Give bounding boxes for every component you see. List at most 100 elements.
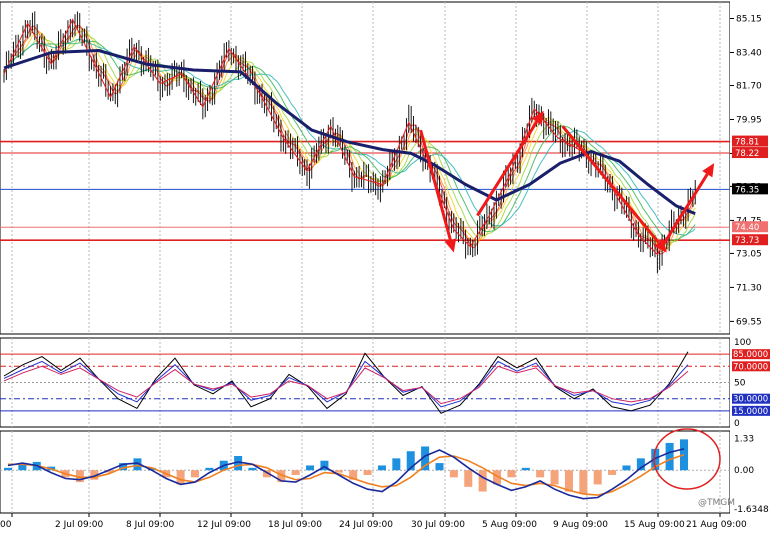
x-tick-label: 24 Jul 09:00: [339, 520, 393, 530]
x-tick-label: 15 Aug 09:00: [624, 520, 685, 530]
macd-histogram-bar: [636, 458, 645, 471]
macd-histogram-bar: [4, 467, 12, 471]
macd-histogram-bar: [190, 470, 199, 478]
macd-tick-label: 0.00: [734, 466, 754, 476]
macd-histogram-bar: [449, 470, 458, 478]
macd-histogram-bar: [90, 470, 99, 480]
y-tick-label: 73.05: [736, 249, 762, 259]
macd-histogram-bar: [680, 439, 688, 471]
osc-level-badge-bg: [732, 393, 770, 404]
macd-histogram-bar: [248, 467, 257, 471]
axis-background: [730, 0, 770, 535]
macd-histogram-bar: [478, 470, 487, 492]
x-tick-label: 2 Jul 09:00: [55, 520, 104, 530]
macd-line: [7, 448, 685, 500]
y-tick-label: 71.30: [736, 283, 762, 293]
macd-histogram-bar: [507, 470, 516, 478]
macd-histogram-bar: [306, 465, 315, 471]
macd-signal-line: [8, 454, 685, 496]
macd-histogram-bar: [550, 470, 559, 485]
y-tick-label: 81.70: [736, 81, 762, 91]
highlight-circle: [653, 428, 721, 490]
osc-level-badge: 15.0000: [732, 405, 770, 417]
macd-histogram-bar: [421, 446, 430, 471]
price-badge: 78.22: [732, 147, 768, 159]
x-tick-label: 18 Jul 09:00: [268, 520, 322, 530]
macd-histogram-bar: [377, 465, 386, 471]
price-badge-label: 76.35: [735, 185, 759, 195]
price-badge: 73.73: [732, 234, 768, 246]
macd-tick-label: -1.6348: [734, 505, 769, 515]
oscillator-line: [3, 365, 689, 405]
price-badge-label: 74.40: [735, 223, 759, 233]
macd-histogram-bar: [119, 463, 128, 471]
macd-histogram-bar: [651, 448, 660, 471]
macd-histogram-bar: [147, 467, 156, 471]
macd-histogram-bar: [435, 463, 444, 471]
osc-level-badge-bg: [732, 349, 770, 360]
y-tick-label: 69.55: [736, 317, 762, 327]
macd-histogram-bar: [320, 460, 329, 471]
osc-level-badge: 70.0000: [732, 361, 770, 372]
osc-tick-label: 0: [734, 419, 740, 429]
time-axis: 00 2 Jul 09:00 8 Jul 09:00 12 Jul 09:00 18 J…: [0, 513, 747, 530]
trend-arrow-head: [531, 110, 544, 125]
trend-arrow: [561, 125, 660, 244]
macd-histogram-bar: [104, 470, 113, 473]
osc-level-badge-bg: [732, 405, 770, 416]
macd-histogram-bar: [622, 465, 631, 471]
price-badge: 74.40: [732, 221, 768, 233]
price-badge: 78.81: [732, 135, 768, 148]
osc-level-badge-label: 30.0000: [733, 395, 768, 405]
macd-panel[interactable]: [0, 428, 730, 500]
macd-histogram-bar: [277, 470, 286, 483]
macd-histogram-bar: [493, 470, 502, 485]
macd-histogram-bar: [392, 458, 401, 471]
osc-level-badge: 85.0000: [732, 349, 770, 360]
osc-level-badge: 30.0000: [732, 393, 770, 405]
osc-tick-label: 100: [734, 338, 751, 348]
macd-histogram-bar: [579, 470, 588, 494]
macd-histogram-bar: [262, 470, 271, 478]
osc-level-badge-label: 15.0000: [733, 407, 768, 417]
osc-level-badge-label: 70.0000: [733, 362, 768, 372]
osc-level-badge-bg: [732, 361, 770, 372]
macd-histogram-bar: [593, 470, 602, 485]
price-panel[interactable]: [0, 11, 730, 274]
macd-histogram-bar: [363, 470, 372, 475]
macd-histogram-bar: [665, 442, 674, 471]
price-badge: 76.35: [732, 183, 768, 195]
macd-histogram-bar: [464, 470, 473, 487]
macd-histogram-bar: [75, 470, 84, 483]
trend-arrow-head: [702, 163, 715, 178]
x-tick-label: 9 Aug 09:00: [553, 520, 608, 530]
x-tick-label: 21 Aug 09:00: [686, 520, 747, 530]
y-tick-label: 85.15: [736, 15, 762, 25]
price-badge-label: 73.73: [735, 236, 759, 246]
y-tick-label: 83.40: [736, 48, 762, 58]
x-tick-label: 00: [0, 520, 12, 530]
macd-histogram-bar: [349, 470, 358, 480]
price-axis: 85.1583.4081.7079.9578.2076.5074.7573.05…: [730, 15, 770, 515]
trend-arrow: [476, 120, 539, 217]
x-tick-label: 5 Aug 09:00: [482, 520, 537, 530]
price-badge-bg: [732, 183, 768, 195]
x-tick-label: 30 Jul 09:00: [411, 520, 465, 530]
macd-histogram-bar: [608, 470, 617, 475]
x-tick-label: 8 Jul 09:00: [126, 520, 175, 530]
macd-histogram-bar: [564, 470, 573, 492]
x-tick-label: 12 Jul 09:00: [197, 520, 251, 530]
price-badge-bg: [732, 135, 768, 147]
oscillator-panel[interactable]: [0, 351, 730, 414]
watermark: @TMGM: [698, 498, 735, 508]
price-badge-label: 78.22: [735, 149, 759, 159]
macd-histogram-bar: [536, 470, 545, 478]
macd-histogram-bar: [521, 467, 530, 471]
osc-level-badge-label: 85.0000: [733, 350, 768, 360]
y-tick-label: 79.95: [736, 115, 762, 125]
price-badge-bg: [732, 221, 768, 233]
oscillator-line: [3, 351, 689, 414]
osc-tick-label: 50: [734, 379, 746, 389]
price-badge-bg: [732, 234, 768, 246]
